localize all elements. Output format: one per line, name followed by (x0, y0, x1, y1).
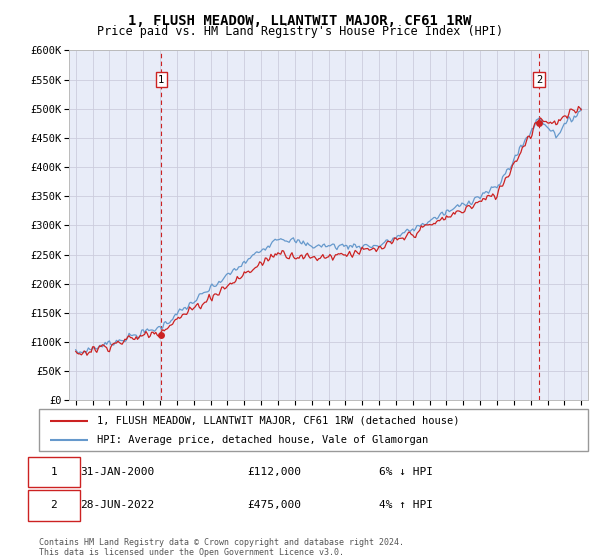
Text: Contains HM Land Registry data © Crown copyright and database right 2024.
This d: Contains HM Land Registry data © Crown c… (39, 538, 404, 557)
Text: 28-JUN-2022: 28-JUN-2022 (80, 501, 154, 510)
Text: 2: 2 (50, 501, 57, 510)
FancyBboxPatch shape (28, 456, 80, 487)
Text: Price paid vs. HM Land Registry's House Price Index (HPI): Price paid vs. HM Land Registry's House … (97, 25, 503, 38)
Text: 1, FLUSH MEADOW, LLANTWIT MAJOR, CF61 1RW (detached house): 1, FLUSH MEADOW, LLANTWIT MAJOR, CF61 1R… (97, 416, 459, 426)
Text: 1: 1 (50, 467, 57, 477)
Text: £475,000: £475,000 (248, 501, 302, 510)
FancyBboxPatch shape (28, 490, 80, 521)
Text: 6% ↓ HPI: 6% ↓ HPI (379, 467, 433, 477)
Text: HPI: Average price, detached house, Vale of Glamorgan: HPI: Average price, detached house, Vale… (97, 435, 428, 445)
Text: 2: 2 (536, 74, 542, 85)
FancyBboxPatch shape (39, 409, 588, 451)
Text: 4% ↑ HPI: 4% ↑ HPI (379, 501, 433, 510)
Text: 31-JAN-2000: 31-JAN-2000 (80, 467, 154, 477)
Text: 1: 1 (158, 74, 164, 85)
Text: 1, FLUSH MEADOW, LLANTWIT MAJOR, CF61 1RW: 1, FLUSH MEADOW, LLANTWIT MAJOR, CF61 1R… (128, 14, 472, 28)
Text: £112,000: £112,000 (248, 467, 302, 477)
